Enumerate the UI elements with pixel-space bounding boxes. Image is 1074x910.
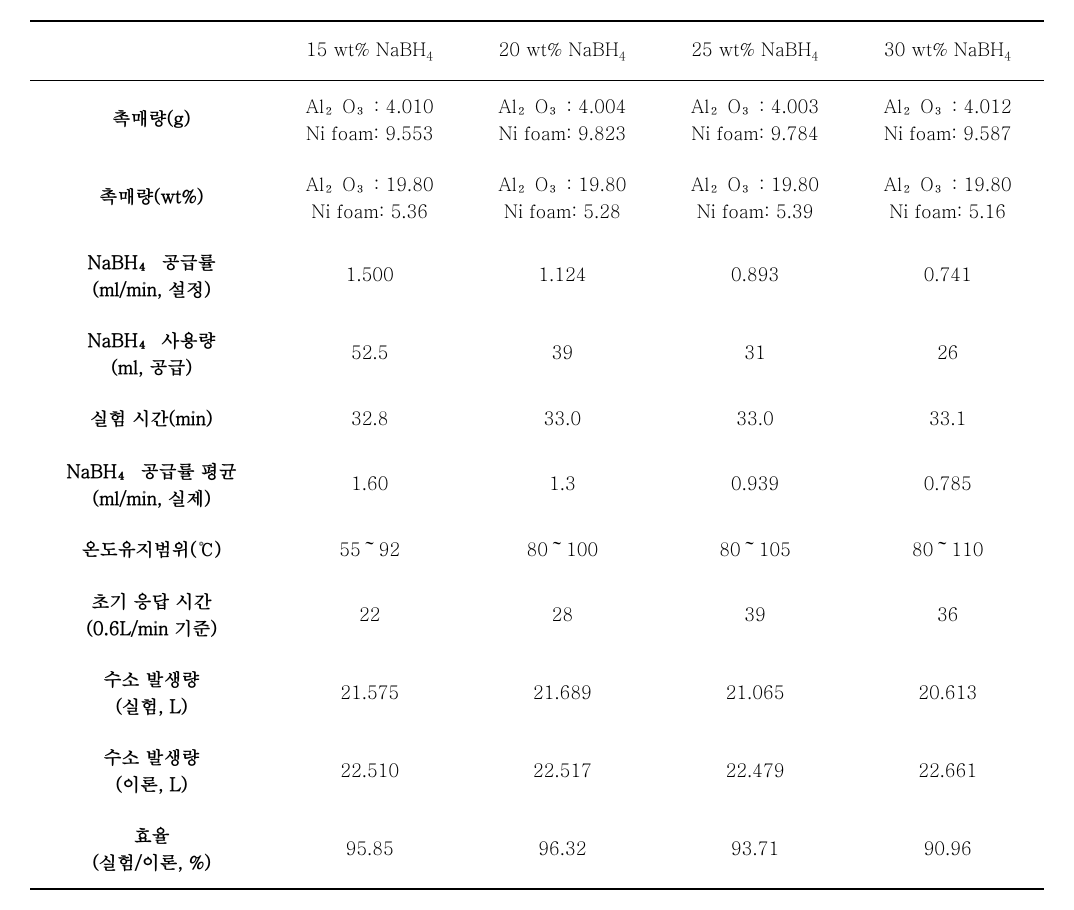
data-cell: Al₂O₃: 4.003Ni foam: 9.784 <box>659 80 852 159</box>
table-row: NaBH₄ 사용량(ml, 공급) 52.5 39 31 26 <box>30 315 1044 393</box>
data-table: 15 wt% NaBH4 20 wt% NaBH4 25 wt% NaBH4 3… <box>30 20 1044 890</box>
data-cell: 22.661 <box>851 732 1044 810</box>
row-label-initial-response: 초기 응답 시간(0.6L/min 기준) <box>30 576 273 654</box>
table-row: 수소 발생량(실험, L) 21.575 21.689 21.065 20.61… <box>30 654 1044 732</box>
data-cell: 39 <box>659 576 852 654</box>
table-row: 촉매량(g) Al₂O₃: 4.010Ni foam: 9.553 Al₂O₃:… <box>30 80 1044 159</box>
data-cell: Al₂O₃: 19.80Ni foam: 5.39 <box>659 159 852 237</box>
data-cell: 80～110 <box>851 524 1044 577</box>
data-cell: 0.785 <box>851 446 1044 524</box>
table-row: 촉매량(wt%) Al₂O₃: 19.80Ni foam: 5.36 Al₂O₃… <box>30 159 1044 237</box>
table-row: NaBH₄ 공급률 평균(ml/min, 실제) 1.60 1.3 0.939 … <box>30 446 1044 524</box>
header-col3: 25 wt% NaBH4 <box>659 21 852 80</box>
data-cell: 20.613 <box>851 654 1044 732</box>
data-cell: 55～92 <box>273 524 466 577</box>
data-cell: 39 <box>466 315 659 393</box>
data-cell: Al₂O₃: 19.80Ni foam: 5.28 <box>466 159 659 237</box>
data-cell: 90.96 <box>851 810 1044 889</box>
table-row: NaBH₄ 공급률(ml/min, 설정) 1.500 1.124 0.893 … <box>30 237 1044 315</box>
table-row: 수소 발생량(이론, L) 22.510 22.517 22.479 22.66… <box>30 732 1044 810</box>
data-cell: 0.741 <box>851 237 1044 315</box>
table-row: 초기 응답 시간(0.6L/min 기준) 22 28 39 36 <box>30 576 1044 654</box>
row-label-usage: NaBH₄ 사용량(ml, 공급) <box>30 315 273 393</box>
data-cell: 22 <box>273 576 466 654</box>
data-cell: Al₂O₃: 4.012Ni foam: 9.587 <box>851 80 1044 159</box>
data-cell: 33.0 <box>659 393 852 446</box>
data-cell: 1.500 <box>273 237 466 315</box>
data-cell: 21.065 <box>659 654 852 732</box>
row-label-supply-rate-set: NaBH₄ 공급률(ml/min, 설정) <box>30 237 273 315</box>
data-cell: 96.32 <box>466 810 659 889</box>
data-cell: 80～105 <box>659 524 852 577</box>
row-label-supply-rate-avg: NaBH₄ 공급률 평균(ml/min, 실제) <box>30 446 273 524</box>
header-blank <box>30 21 273 80</box>
header-col1: 15 wt% NaBH4 <box>273 21 466 80</box>
data-cell: 22.517 <box>466 732 659 810</box>
data-cell: Al₂O₃: 4.004Ni foam: 9.823 <box>466 80 659 159</box>
data-cell: 32.8 <box>273 393 466 446</box>
data-cell: 28 <box>466 576 659 654</box>
row-label-efficiency: 효율(실험/이론, %) <box>30 810 273 889</box>
table-row: 실험 시간(min) 32.8 33.0 33.0 33.1 <box>30 393 1044 446</box>
header-col2: 20 wt% NaBH4 <box>466 21 659 80</box>
data-cell: 22.479 <box>659 732 852 810</box>
data-cell: 93.71 <box>659 810 852 889</box>
header-row: 15 wt% NaBH4 20 wt% NaBH4 25 wt% NaBH4 3… <box>30 21 1044 80</box>
table-row: 효율(실험/이론, %) 95.85 96.32 93.71 90.96 <box>30 810 1044 889</box>
data-cell: 21.575 <box>273 654 466 732</box>
data-cell: Al₂O₃: 19.80Ni foam: 5.36 <box>273 159 466 237</box>
row-label-catalyst-wt: 촉매량(wt%) <box>30 159 273 237</box>
row-label-temp-range: 온도유지범위(℃) <box>30 524 273 577</box>
data-cell: 95.85 <box>273 810 466 889</box>
data-cell: 80～100 <box>466 524 659 577</box>
row-label-exp-time: 실험 시간(min) <box>30 393 273 446</box>
data-cell: 33.1 <box>851 393 1044 446</box>
data-cell: Al₂O₃: 19.80Ni foam: 5.16 <box>851 159 1044 237</box>
data-cell: 1.124 <box>466 237 659 315</box>
data-cell: 52.5 <box>273 315 466 393</box>
row-label-h2-exp: 수소 발생량(실험, L) <box>30 654 273 732</box>
data-cell: 1.3 <box>466 446 659 524</box>
table-row: 온도유지범위(℃) 55～92 80～100 80～105 80～110 <box>30 524 1044 577</box>
row-label-catalyst-g: 촉매량(g) <box>30 80 273 159</box>
data-cell: 1.60 <box>273 446 466 524</box>
data-cell: 0.939 <box>659 446 852 524</box>
data-cell: 36 <box>851 576 1044 654</box>
data-cell: 26 <box>851 315 1044 393</box>
data-cell: 0.893 <box>659 237 852 315</box>
data-cell: 21.689 <box>466 654 659 732</box>
data-cell: 31 <box>659 315 852 393</box>
data-cell: 22.510 <box>273 732 466 810</box>
row-label-h2-theory: 수소 발생량(이론, L) <box>30 732 273 810</box>
data-cell: 33.0 <box>466 393 659 446</box>
header-col4: 30 wt% NaBH4 <box>851 21 1044 80</box>
data-cell: Al₂O₃: 4.010Ni foam: 9.553 <box>273 80 466 159</box>
